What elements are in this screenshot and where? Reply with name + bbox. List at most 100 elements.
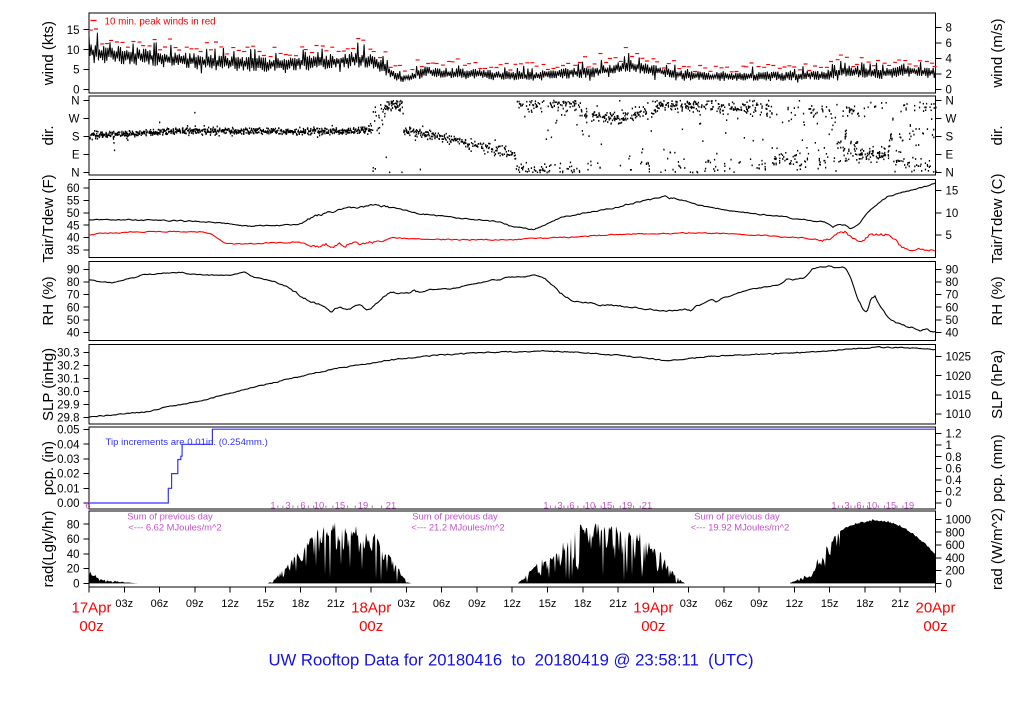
svg-text:0.6: 0.6 bbox=[946, 463, 962, 475]
svg-text:N: N bbox=[71, 168, 79, 180]
svg-text:wind (m/s): wind (m/s) bbox=[989, 19, 1006, 89]
svg-text:<--- 21.2 MJoules/m^2: <--- 21.2 MJoules/m^2 bbox=[411, 522, 504, 533]
svg-text:15z: 15z bbox=[539, 598, 557, 610]
svg-text:W: W bbox=[946, 114, 957, 126]
svg-text:3: 3 bbox=[285, 500, 290, 511]
svg-text:80: 80 bbox=[67, 277, 80, 289]
svg-text:pcp. (mm): pcp. (mm) bbox=[989, 434, 1006, 502]
svg-text:15: 15 bbox=[602, 500, 612, 511]
svg-text:20Apr: 20Apr bbox=[915, 600, 955, 617]
svg-text:1025: 1025 bbox=[946, 352, 972, 364]
svg-text:0: 0 bbox=[73, 579, 79, 591]
svg-text:0.01: 0.01 bbox=[57, 483, 79, 495]
svg-text:2: 2 bbox=[946, 69, 952, 81]
svg-text:SLP (hPa): SLP (hPa) bbox=[989, 350, 1006, 419]
svg-text:12z: 12z bbox=[786, 598, 804, 610]
svg-text:rad(Lgly/hr): rad(Lgly/hr) bbox=[40, 511, 57, 588]
svg-text:21z: 21z bbox=[891, 598, 909, 610]
svg-text:29.8: 29.8 bbox=[57, 413, 79, 425]
svg-text:rad (W/m^2): rad (W/m^2) bbox=[989, 508, 1006, 590]
svg-text:21: 21 bbox=[386, 500, 396, 511]
svg-text:70: 70 bbox=[946, 290, 959, 302]
svg-text:09z: 09z bbox=[468, 598, 486, 610]
svg-text:00z: 00z bbox=[641, 618, 665, 635]
svg-text:E: E bbox=[72, 150, 80, 162]
svg-text:40: 40 bbox=[67, 549, 80, 561]
svg-text:0.04: 0.04 bbox=[57, 439, 80, 451]
svg-text:15: 15 bbox=[67, 25, 80, 37]
svg-text:35: 35 bbox=[67, 245, 80, 257]
svg-text:15: 15 bbox=[946, 186, 959, 198]
svg-text:06z: 06z bbox=[715, 598, 733, 610]
svg-text:40: 40 bbox=[67, 328, 80, 340]
svg-text:E: E bbox=[946, 150, 954, 162]
svg-text:200: 200 bbox=[946, 566, 965, 578]
svg-text:09z: 09z bbox=[750, 598, 768, 610]
svg-text:20: 20 bbox=[67, 564, 80, 576]
svg-text:03z: 03z bbox=[115, 598, 133, 610]
svg-text:10: 10 bbox=[867, 500, 877, 511]
svg-text:UW Rooftop Data for 20180416: UW Rooftop Data for 20180416 to 20180419… bbox=[268, 651, 753, 670]
svg-text:Tip increments are 0.01in. (0.: Tip increments are 0.01in. (0.254mm.) bbox=[106, 437, 268, 448]
svg-text:400: 400 bbox=[946, 553, 965, 565]
svg-text:0.05: 0.05 bbox=[57, 425, 79, 437]
svg-text:10: 10 bbox=[946, 208, 959, 220]
svg-text:1: 1 bbox=[831, 500, 836, 511]
svg-text:60: 60 bbox=[67, 183, 80, 195]
svg-text:15: 15 bbox=[335, 500, 345, 511]
svg-text:3: 3 bbox=[557, 500, 562, 511]
svg-text:8: 8 bbox=[946, 23, 952, 35]
svg-text:19: 19 bbox=[622, 500, 632, 511]
svg-text:dir.: dir. bbox=[40, 125, 57, 145]
svg-text:55: 55 bbox=[67, 196, 80, 208]
svg-text:00z: 00z bbox=[359, 618, 383, 635]
svg-text:0.03: 0.03 bbox=[57, 454, 79, 466]
svg-text:09z: 09z bbox=[186, 598, 204, 610]
svg-text:60: 60 bbox=[946, 302, 959, 314]
svg-text:10: 10 bbox=[585, 500, 595, 511]
svg-text:1: 1 bbox=[543, 500, 548, 511]
svg-text:6: 6 bbox=[85, 500, 90, 511]
svg-text:0.8: 0.8 bbox=[946, 452, 962, 464]
svg-text:21: 21 bbox=[642, 500, 652, 511]
svg-text:90: 90 bbox=[67, 264, 80, 276]
svg-text:0: 0 bbox=[946, 579, 952, 591]
svg-text:<--- 19.92 MJoules/m^2: <--- 19.92 MJoules/m^2 bbox=[691, 522, 789, 533]
svg-text:80: 80 bbox=[946, 277, 959, 289]
svg-text:0.2: 0.2 bbox=[946, 487, 962, 499]
svg-text:4: 4 bbox=[946, 54, 953, 66]
svg-text:60: 60 bbox=[67, 302, 80, 314]
svg-text:5: 5 bbox=[73, 65, 79, 77]
svg-text:6: 6 bbox=[300, 500, 305, 511]
svg-text:80: 80 bbox=[67, 519, 80, 531]
svg-text:600: 600 bbox=[946, 540, 965, 552]
svg-text:N: N bbox=[946, 96, 954, 108]
svg-text:1010: 1010 bbox=[946, 409, 972, 421]
svg-text:45: 45 bbox=[67, 220, 80, 232]
svg-text:N: N bbox=[946, 168, 954, 180]
svg-text:30.0: 30.0 bbox=[57, 387, 79, 399]
svg-text:0: 0 bbox=[946, 498, 952, 510]
svg-text:0: 0 bbox=[73, 85, 79, 97]
svg-text:Sum of previous day: Sum of previous day bbox=[694, 511, 780, 522]
svg-text:90: 90 bbox=[946, 264, 959, 276]
svg-text:1: 1 bbox=[270, 500, 275, 511]
svg-text:15: 15 bbox=[886, 500, 896, 511]
svg-text:18z: 18z bbox=[856, 598, 874, 610]
svg-text:21z: 21z bbox=[609, 598, 627, 610]
svg-text:19Apr: 19Apr bbox=[633, 600, 673, 617]
svg-text:0.02: 0.02 bbox=[57, 469, 79, 481]
svg-text:1: 1 bbox=[946, 440, 952, 452]
svg-text:18z: 18z bbox=[292, 598, 310, 610]
svg-text:6: 6 bbox=[946, 38, 952, 50]
svg-text:19: 19 bbox=[358, 500, 368, 511]
svg-text:dir.: dir. bbox=[989, 125, 1006, 145]
svg-text:RH (%): RH (%) bbox=[40, 276, 57, 325]
svg-text:00z: 00z bbox=[79, 618, 103, 635]
svg-text:15z: 15z bbox=[821, 598, 839, 610]
svg-text:12z: 12z bbox=[221, 598, 239, 610]
svg-text:40: 40 bbox=[67, 233, 80, 245]
svg-text:50: 50 bbox=[67, 315, 80, 327]
svg-text:19: 19 bbox=[904, 500, 914, 511]
svg-text:30.3: 30.3 bbox=[57, 348, 79, 360]
